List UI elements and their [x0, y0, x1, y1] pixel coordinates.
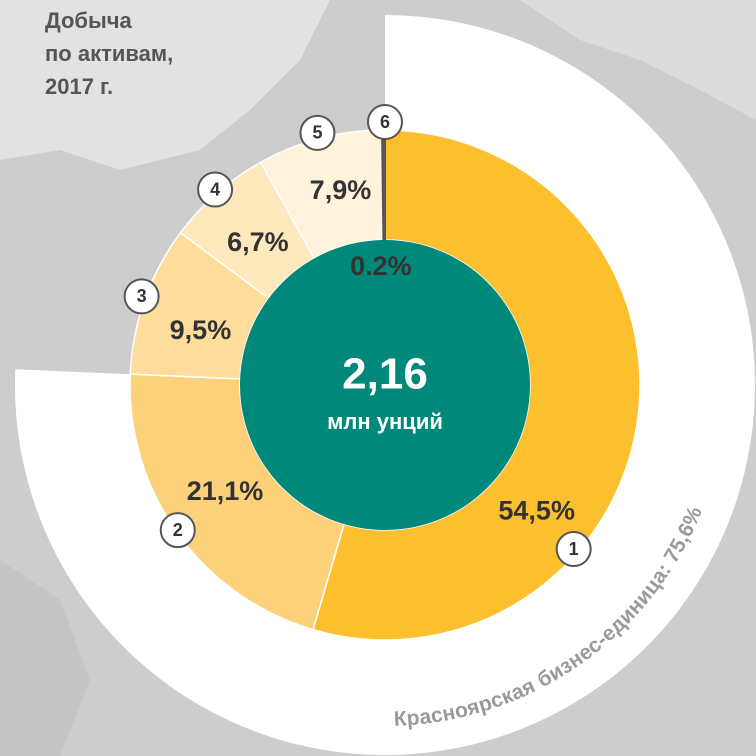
badge-number: 2 — [173, 520, 183, 540]
badge — [123, 278, 160, 315]
value-label: 9,5% — [170, 315, 232, 345]
badge-number: 5 — [312, 123, 322, 143]
center-value: 2,16 — [342, 350, 428, 399]
badge — [159, 512, 196, 549]
badge-number: 4 — [210, 179, 220, 199]
chart-title: Добыча — [45, 8, 133, 33]
value-label: 0.2% — [350, 251, 412, 281]
value-label: 21,1% — [187, 476, 264, 506]
badge — [367, 104, 403, 140]
center-unit: млн унций — [327, 409, 443, 434]
badge-number: 3 — [137, 286, 147, 306]
value-label: 54,5% — [498, 495, 575, 525]
badge-number: 6 — [380, 112, 390, 132]
badge — [197, 171, 234, 208]
badge — [555, 531, 592, 568]
chart-title: 2017 г. — [45, 74, 113, 99]
chart-title: по активам, — [45, 41, 173, 66]
badge — [299, 114, 336, 151]
outer-band — [14, 15, 756, 756]
map-land — [0, 560, 90, 756]
badge-number: 1 — [569, 539, 579, 559]
center-circle — [240, 240, 530, 530]
map-land — [0, 0, 330, 170]
map-land — [520, 0, 756, 120]
value-label: 7,9% — [310, 175, 372, 205]
value-label: 6,7% — [227, 227, 289, 257]
